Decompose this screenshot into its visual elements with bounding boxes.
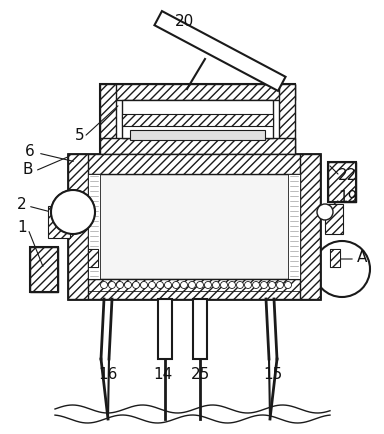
Circle shape <box>317 204 333 220</box>
Bar <box>88 174 300 279</box>
Bar <box>88 250 98 267</box>
Bar <box>68 279 320 299</box>
Bar <box>325 204 343 234</box>
Bar <box>300 155 320 299</box>
Circle shape <box>245 282 252 289</box>
Bar <box>328 163 356 203</box>
Bar <box>88 250 98 267</box>
Circle shape <box>109 282 116 289</box>
Circle shape <box>276 282 283 289</box>
Bar <box>68 155 320 299</box>
Text: 19: 19 <box>338 190 358 205</box>
Circle shape <box>237 282 243 289</box>
Circle shape <box>220 282 227 289</box>
Text: 5: 5 <box>75 127 85 142</box>
Text: 22: 22 <box>338 167 358 182</box>
Circle shape <box>228 282 235 289</box>
Circle shape <box>157 282 164 289</box>
Circle shape <box>124 282 131 289</box>
Bar <box>100 85 295 155</box>
Polygon shape <box>154 12 286 92</box>
Circle shape <box>314 241 370 297</box>
Circle shape <box>180 282 187 289</box>
Bar <box>88 174 100 279</box>
Circle shape <box>101 282 108 289</box>
Bar <box>130 131 265 141</box>
Circle shape <box>164 282 172 289</box>
Text: 2: 2 <box>17 197 27 212</box>
Circle shape <box>149 282 156 289</box>
Circle shape <box>268 282 275 289</box>
Text: 25: 25 <box>190 367 210 381</box>
Bar <box>193 299 207 359</box>
Bar <box>330 250 340 267</box>
Circle shape <box>260 282 268 289</box>
Text: A: A <box>357 250 367 265</box>
Circle shape <box>212 282 220 289</box>
Text: B: B <box>23 162 33 177</box>
Circle shape <box>285 282 291 289</box>
Bar <box>122 101 273 139</box>
Text: 16: 16 <box>98 367 118 381</box>
Bar <box>279 85 295 155</box>
Bar <box>30 247 58 293</box>
Bar <box>100 139 295 155</box>
Circle shape <box>172 282 179 289</box>
Text: 14: 14 <box>153 367 173 381</box>
Circle shape <box>205 282 212 289</box>
Bar <box>68 155 88 299</box>
Bar <box>30 247 58 293</box>
Bar <box>122 115 273 127</box>
Circle shape <box>197 282 204 289</box>
Text: 20: 20 <box>175 14 195 30</box>
Text: 1: 1 <box>17 220 27 235</box>
Text: 6: 6 <box>25 144 35 159</box>
Bar <box>328 163 356 203</box>
Circle shape <box>51 191 95 234</box>
Circle shape <box>189 282 195 289</box>
Bar <box>330 250 340 267</box>
Bar <box>100 85 295 101</box>
Text: 15: 15 <box>263 367 283 381</box>
Bar <box>158 299 172 359</box>
Circle shape <box>141 282 147 289</box>
Bar <box>48 207 70 238</box>
Circle shape <box>132 282 139 289</box>
Circle shape <box>51 191 95 234</box>
Circle shape <box>116 282 124 289</box>
Bar <box>100 85 116 155</box>
Bar <box>68 155 320 174</box>
Circle shape <box>253 282 260 289</box>
Bar <box>288 174 300 279</box>
